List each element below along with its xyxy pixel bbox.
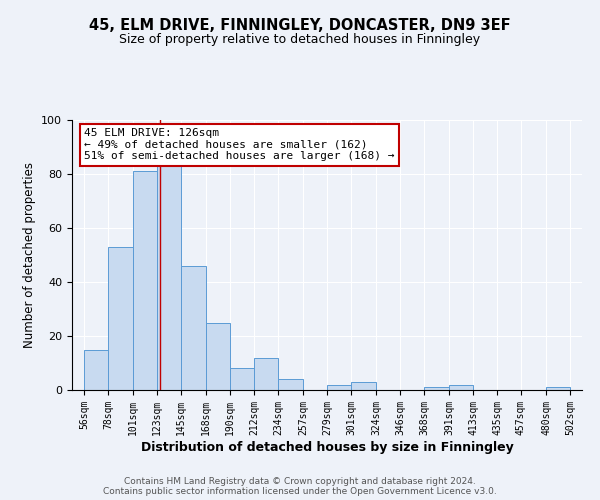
Bar	[254, 358, 278, 390]
Bar	[546, 388, 570, 390]
Bar	[84, 350, 108, 390]
Text: Size of property relative to detached houses in Finningley: Size of property relative to detached ho…	[119, 32, 481, 46]
Bar	[133, 172, 157, 390]
Bar	[157, 160, 181, 390]
Bar	[108, 247, 133, 390]
Text: 45 ELM DRIVE: 126sqm
← 49% of detached houses are smaller (162)
51% of semi-deta: 45 ELM DRIVE: 126sqm ← 49% of detached h…	[84, 128, 394, 162]
Text: 45, ELM DRIVE, FINNINGLEY, DONCASTER, DN9 3EF: 45, ELM DRIVE, FINNINGLEY, DONCASTER, DN…	[89, 18, 511, 32]
Bar	[181, 266, 206, 390]
Bar	[206, 322, 230, 390]
Text: Contains public sector information licensed under the Open Government Licence v3: Contains public sector information licen…	[103, 488, 497, 496]
Bar	[449, 384, 473, 390]
Y-axis label: Number of detached properties: Number of detached properties	[23, 162, 36, 348]
Bar	[230, 368, 254, 390]
X-axis label: Distribution of detached houses by size in Finningley: Distribution of detached houses by size …	[140, 440, 514, 454]
Bar	[327, 384, 351, 390]
Bar	[424, 388, 449, 390]
Bar	[351, 382, 376, 390]
Bar	[278, 379, 303, 390]
Text: Contains HM Land Registry data © Crown copyright and database right 2024.: Contains HM Land Registry data © Crown c…	[124, 478, 476, 486]
